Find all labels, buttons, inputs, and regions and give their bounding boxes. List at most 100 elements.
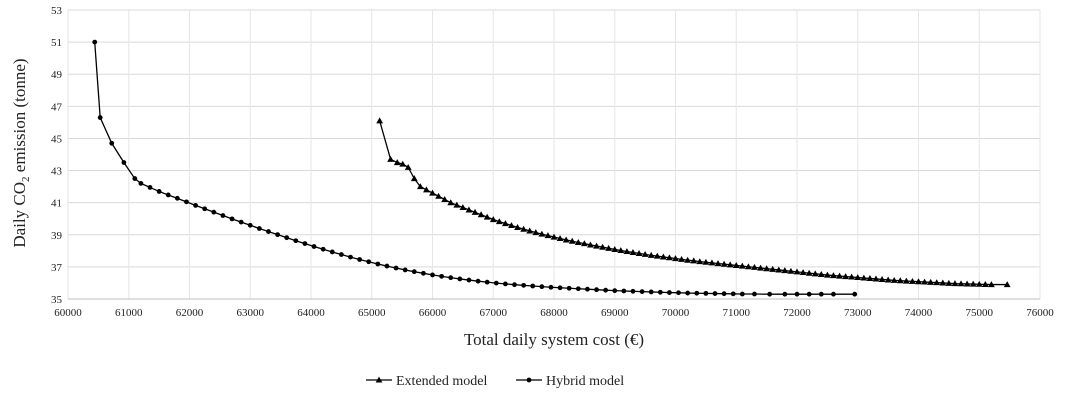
y-tick-label-53: 53 xyxy=(51,5,63,17)
data-point-extended-model-77 xyxy=(848,273,856,280)
data-point-extended-model-29 xyxy=(556,235,564,242)
data-point-extended-model-15 xyxy=(471,208,479,215)
series-hybrid-model xyxy=(92,39,858,297)
data-point-extended-model-36 xyxy=(599,243,606,250)
data-point-hybrid-model-28 xyxy=(348,254,353,260)
data-point-hybrid-model-26 xyxy=(329,249,335,255)
legend-marker-extended-model xyxy=(375,376,383,383)
x-tick-label-65000: 65000 xyxy=(358,307,386,319)
data-point-extended-model-24 xyxy=(526,227,534,234)
data-point-extended-model-72 xyxy=(817,271,825,277)
data-point-extended-model-1 xyxy=(387,155,394,162)
data-point-extended-model-100 xyxy=(988,281,995,288)
data-point-hybrid-model-31 xyxy=(375,261,381,267)
data-point-hybrid-model-75 xyxy=(794,291,800,297)
data-point-extended-model-84 xyxy=(890,276,898,283)
data-point-extended-model-10 xyxy=(441,196,449,203)
data-point-extended-model-85 xyxy=(896,277,904,284)
data-point-hybrid-model-71 xyxy=(739,291,745,297)
data-point-hybrid-model-1 xyxy=(97,115,103,120)
data-point-extended-model-51 xyxy=(690,257,698,264)
data-point-extended-model-37 xyxy=(605,244,613,251)
x-tick-label-75000: 75000 xyxy=(966,307,994,319)
data-point-hybrid-model-27 xyxy=(338,252,344,257)
data-point-extended-model-71 xyxy=(811,270,819,277)
data-point-hybrid-model-11 xyxy=(193,202,198,208)
data-point-hybrid-model-9 xyxy=(174,195,180,201)
x-tick-label-72000: 72000 xyxy=(783,307,811,319)
data-point-hybrid-model-70 xyxy=(730,291,736,297)
data-point-extended-model-98 xyxy=(975,280,983,287)
data-point-extended-model-11 xyxy=(447,199,455,206)
x-tick-label-63000: 63000 xyxy=(237,307,265,319)
data-point-extended-model-56 xyxy=(720,260,728,267)
data-point-hybrid-model-62 xyxy=(657,289,663,295)
data-point-hybrid-model-49 xyxy=(539,284,545,290)
x-tick-label-67000: 67000 xyxy=(480,307,508,319)
data-point-extended-model-81 xyxy=(872,275,880,282)
data-point-hybrid-model-56 xyxy=(603,287,609,293)
data-point-extended-model-14 xyxy=(465,206,473,213)
data-point-hybrid-model-67 xyxy=(703,290,709,296)
data-point-extended-model-35 xyxy=(593,242,600,249)
data-point-hybrid-model-19 xyxy=(266,229,271,234)
legend-marker-hybrid-model xyxy=(526,377,532,383)
data-point-hybrid-model-37 xyxy=(430,272,435,278)
x-tick-label-60000: 60000 xyxy=(54,307,82,319)
data-point-extended-model-52 xyxy=(696,258,704,265)
data-point-hybrid-model-3 xyxy=(121,160,127,165)
data-point-extended-model-42 xyxy=(635,250,643,256)
data-point-extended-model-13 xyxy=(459,204,467,211)
series-line-hybrid-model xyxy=(94,42,855,295)
x-tick-label-74000: 74000 xyxy=(905,307,933,319)
data-point-extended-model-66 xyxy=(781,267,789,274)
data-point-hybrid-model-36 xyxy=(420,270,426,276)
series-layer xyxy=(92,39,1011,297)
data-point-hybrid-model-69 xyxy=(721,291,727,297)
data-point-hybrid-model-25 xyxy=(320,246,326,252)
data-point-extended-model-30 xyxy=(562,236,570,243)
data-point-extended-model-80 xyxy=(866,275,874,281)
data-point-hybrid-model-45 xyxy=(503,281,508,287)
data-point-extended-model-67 xyxy=(787,267,795,274)
data-point-hybrid-model-55 xyxy=(594,287,599,293)
data-point-hybrid-model-12 xyxy=(202,206,208,212)
data-point-extended-model-46 xyxy=(659,253,667,260)
data-point-hybrid-model-39 xyxy=(448,275,454,281)
data-point-hybrid-model-73 xyxy=(767,291,773,297)
data-point-extended-model-86 xyxy=(902,277,910,284)
tick-labels: 35 37 39 41 43 45 47 49 51 53 60000 61000 62000 63000… xyxy=(51,5,1054,319)
data-point-extended-model-39 xyxy=(617,247,625,254)
data-point-extended-model-97 xyxy=(969,280,977,287)
data-point-hybrid-model-10 xyxy=(184,199,189,205)
data-point-hybrid-model-74 xyxy=(782,291,788,297)
data-point-extended-model-87 xyxy=(909,277,916,284)
data-point-hybrid-model-77 xyxy=(818,291,824,297)
data-point-extended-model-23 xyxy=(520,225,528,232)
x-tick-label-76000: 76000 xyxy=(1026,307,1054,319)
data-point-hybrid-model-66 xyxy=(694,290,700,296)
data-point-extended-model-62 xyxy=(757,264,764,271)
data-point-extended-model-99 xyxy=(981,280,989,287)
data-point-extended-model-28 xyxy=(550,233,558,240)
x-tick-label-64000: 64000 xyxy=(297,307,325,319)
x-axis-title: Total daily system cost (€) xyxy=(464,330,644,349)
data-point-extended-model-3 xyxy=(399,160,407,167)
data-point-extended-model-83 xyxy=(884,276,892,283)
x-tick-label-68000: 68000 xyxy=(540,307,568,319)
data-point-extended-model-79 xyxy=(860,274,868,281)
data-point-extended-model-89 xyxy=(921,278,928,285)
data-point-extended-model-26 xyxy=(538,230,546,237)
data-point-hybrid-model-13 xyxy=(211,209,217,215)
data-point-extended-model-38 xyxy=(611,245,619,252)
data-point-extended-model-63 xyxy=(763,265,771,272)
data-point-hybrid-model-7 xyxy=(156,189,162,194)
data-point-extended-model-101 xyxy=(1003,281,1011,288)
data-point-extended-model-96 xyxy=(963,280,971,287)
y-axis-title: Daily CO2 emission (tonne) xyxy=(10,58,32,247)
data-point-hybrid-model-21 xyxy=(284,235,290,241)
y-tick-label-47: 47 xyxy=(51,101,63,113)
data-point-extended-model-47 xyxy=(666,254,673,261)
data-point-hybrid-model-44 xyxy=(493,280,499,286)
data-point-extended-model-2 xyxy=(393,159,401,166)
